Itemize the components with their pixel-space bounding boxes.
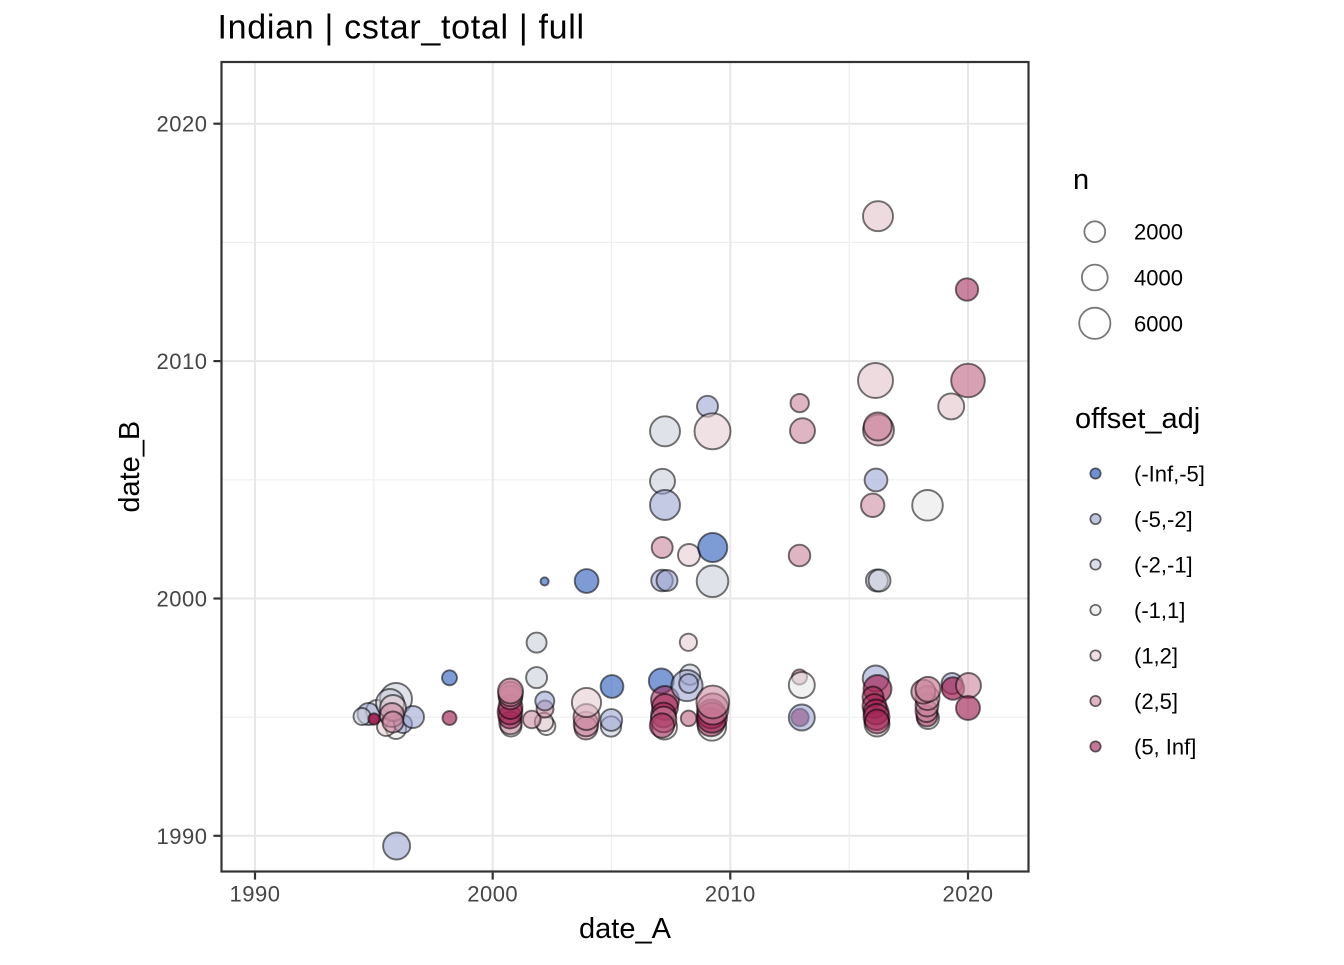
svg-text:(2,5]: (2,5]: [1134, 689, 1178, 714]
svg-text:4000: 4000: [1134, 266, 1183, 291]
svg-text:1990: 1990: [230, 882, 281, 907]
svg-text:date_B: date_B: [114, 421, 146, 513]
svg-text:date_A: date_A: [579, 913, 672, 945]
svg-text:(-5,-2]: (-5,-2]: [1134, 507, 1193, 532]
svg-text:(-2,-1]: (-2,-1]: [1134, 553, 1193, 578]
svg-text:2020: 2020: [943, 882, 994, 907]
svg-text:2000: 2000: [467, 882, 518, 907]
svg-text:(1,2]: (1,2]: [1134, 644, 1178, 669]
svg-text:2000: 2000: [157, 587, 208, 612]
svg-text:1990: 1990: [157, 824, 208, 849]
svg-text:2000: 2000: [1134, 220, 1183, 245]
svg-text:2010: 2010: [157, 349, 208, 374]
svg-text:(5, Inf]: (5, Inf]: [1134, 735, 1196, 760]
svg-text:(-1,1]: (-1,1]: [1134, 598, 1185, 623]
svg-text:6000: 6000: [1134, 311, 1183, 336]
svg-text:2020: 2020: [157, 112, 208, 137]
svg-text:(-Inf,-5]: (-Inf,-5]: [1134, 462, 1205, 487]
svg-text:n: n: [1073, 164, 1089, 196]
svg-text:Indian | cstar_total | full: Indian | cstar_total | full: [218, 9, 585, 47]
svg-text:offset_adj: offset_adj: [1075, 403, 1200, 435]
svg-text:2010: 2010: [705, 882, 756, 907]
